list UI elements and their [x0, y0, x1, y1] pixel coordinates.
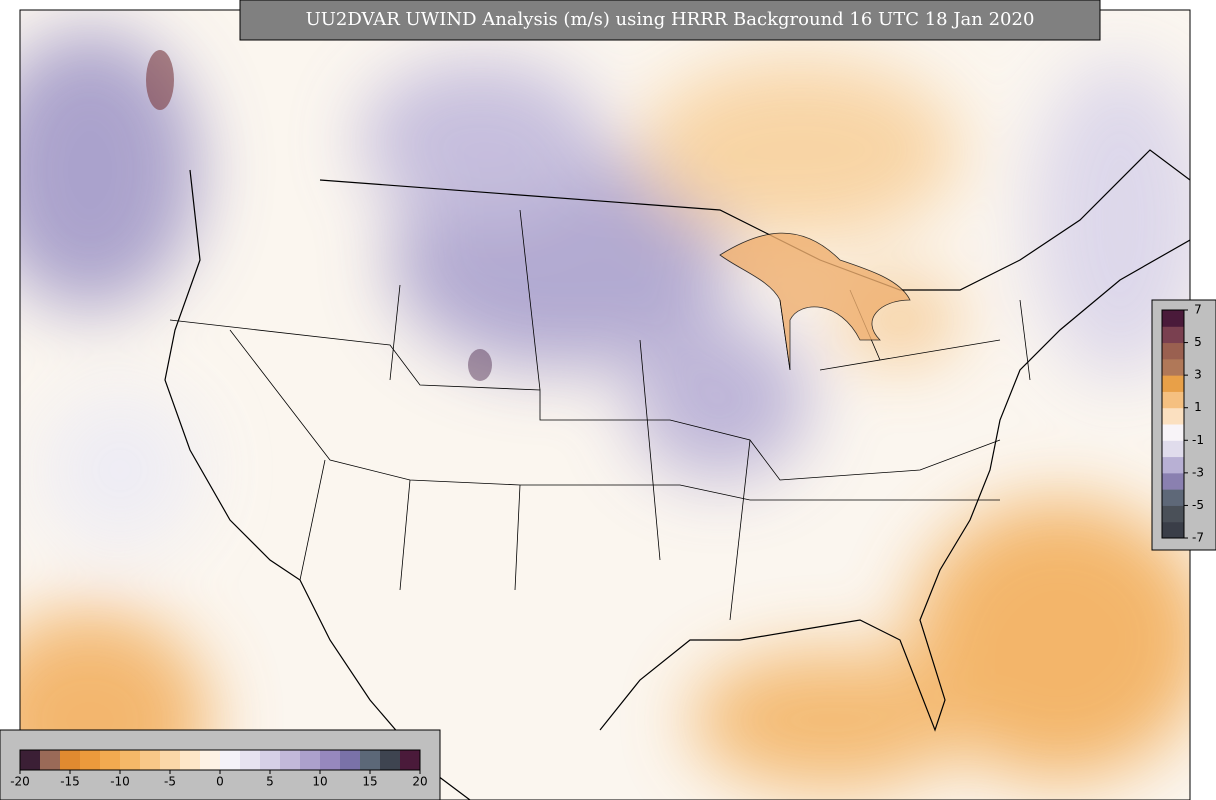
- color-swatch: [280, 750, 301, 770]
- color-swatch: [140, 750, 161, 770]
- colorbar-frame: [1161, 309, 1185, 539]
- color-swatch: [300, 750, 321, 770]
- tick-label: 0: [216, 775, 224, 789]
- color-swatch: [1162, 440, 1184, 458]
- title-box: UU2DVAR UWIND Analysis (m/s) using HRRR …: [239, 0, 1101, 41]
- color-swatch: [1162, 505, 1184, 523]
- tick-label: -5: [164, 775, 176, 789]
- color-swatch: [1162, 391, 1184, 409]
- tick-label: -5: [1192, 498, 1204, 512]
- color-swatch: [320, 750, 341, 770]
- color-swatch: [80, 750, 101, 770]
- tick-label: -20: [10, 775, 30, 789]
- tick-label: 20: [412, 775, 427, 789]
- color-swatch: [220, 750, 241, 770]
- color-swatch: [1162, 358, 1184, 376]
- tick-label: 1: [1194, 400, 1202, 414]
- tick-label: -3: [1192, 465, 1204, 479]
- color-swatch: [1162, 424, 1184, 441]
- color-swatch: [1162, 310, 1184, 327]
- horizontal-colorbar: -20 -15 -10 -5 0 5 10 15 20: [0, 729, 441, 800]
- color-swatch: [60, 750, 81, 770]
- tick-label: 5: [1194, 335, 1202, 349]
- color-swatch: [20, 750, 41, 770]
- color-swatch: [180, 750, 201, 770]
- vertical-colorbar: 7 5 3 1 -1 -3 -5 -7: [1151, 299, 1216, 551]
- color-swatch: [1162, 472, 1184, 490]
- color-swatch: [1162, 521, 1184, 539]
- tick-label: -1: [1192, 433, 1204, 447]
- tick-label: 7: [1194, 303, 1202, 317]
- map: [20, 10, 1190, 800]
- color-swatch: [100, 750, 121, 770]
- color-swatch: [200, 750, 221, 770]
- tick-label: 10: [312, 775, 327, 789]
- color-swatch: [1162, 326, 1184, 344]
- color-swatch: [340, 750, 361, 770]
- tick-label: 15: [362, 775, 377, 789]
- color-swatch: [160, 750, 181, 770]
- map-title: UU2DVAR UWIND Analysis (m/s) using HRRR …: [306, 9, 1035, 30]
- tick-label: -10: [110, 775, 130, 789]
- tick-label: -7: [1192, 531, 1204, 545]
- color-swatch: [1162, 375, 1184, 392]
- color-swatch: [360, 750, 381, 770]
- color-swatch: [40, 750, 61, 770]
- color-swatch: [240, 750, 261, 770]
- color-swatch: [1162, 407, 1184, 425]
- color-swatch: [380, 750, 401, 770]
- tick-label: -15: [60, 775, 80, 789]
- color-swatch: [1162, 489, 1184, 506]
- color-swatch: [1162, 342, 1184, 360]
- color-swatch: [1162, 456, 1184, 474]
- tick-label: 5: [266, 775, 274, 789]
- tick-label: 3: [1194, 368, 1202, 382]
- color-swatch: [260, 750, 281, 770]
- color-swatch: [120, 750, 141, 770]
- color-swatch: [400, 750, 421, 770]
